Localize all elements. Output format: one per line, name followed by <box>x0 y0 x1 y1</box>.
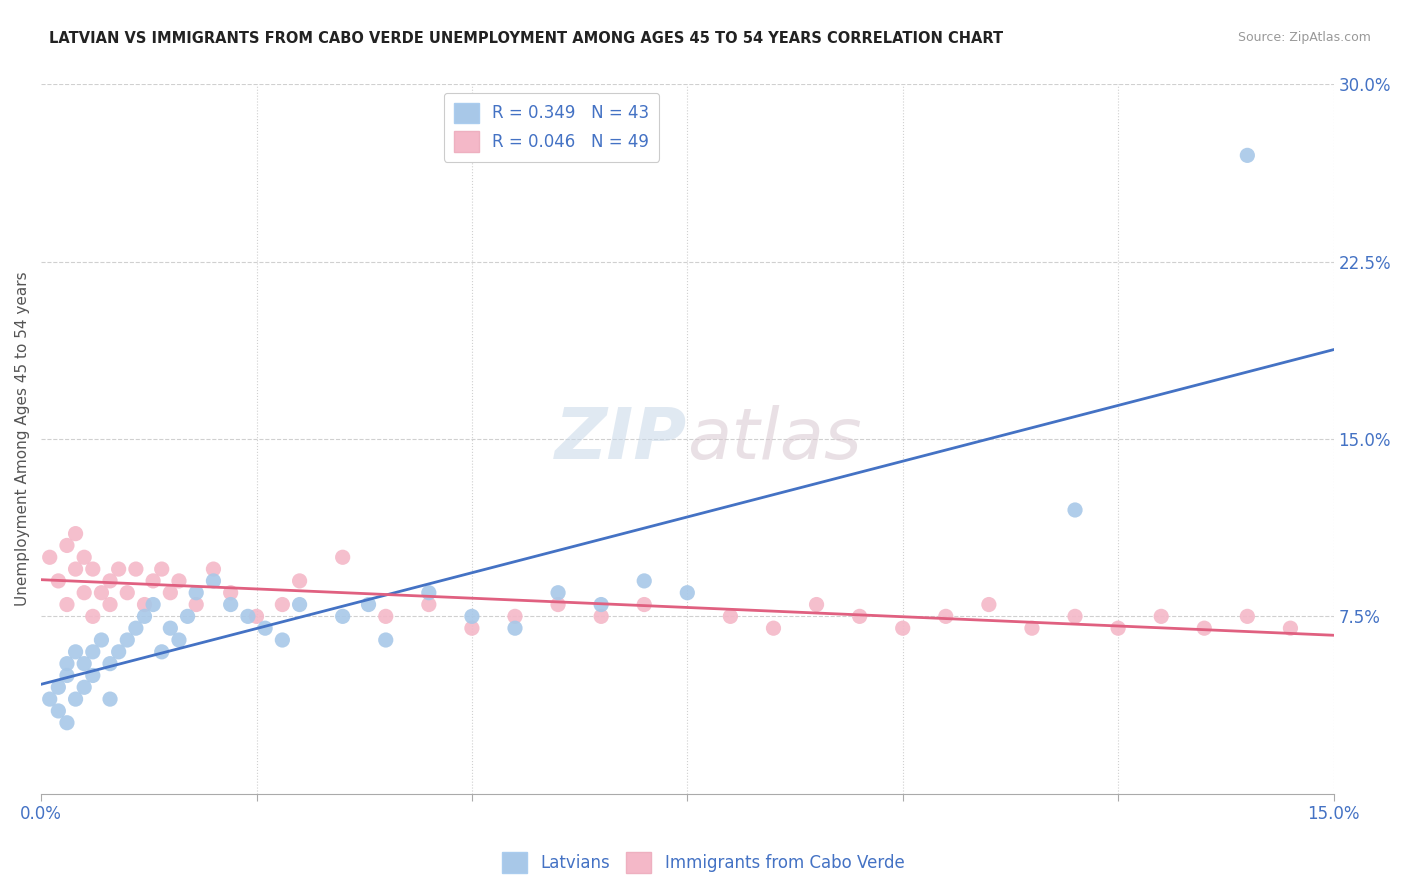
Point <box>150 645 173 659</box>
Point <box>98 692 121 706</box>
Point <box>107 645 129 659</box>
Point <box>1236 148 1258 162</box>
Point <box>125 621 148 635</box>
Text: atlas: atlas <box>688 405 862 474</box>
Point <box>46 574 69 588</box>
Point <box>186 585 208 599</box>
Point <box>806 598 828 612</box>
Point <box>219 585 242 599</box>
Text: ZIP: ZIP <box>555 405 688 474</box>
Point <box>56 538 79 552</box>
Point <box>332 609 354 624</box>
Point <box>219 598 242 612</box>
Point <box>977 598 1000 612</box>
Point <box>38 550 60 565</box>
Point <box>1194 621 1216 635</box>
Point <box>46 681 69 695</box>
Text: Source: ZipAtlas.com: Source: ZipAtlas.com <box>1237 31 1371 45</box>
Point <box>117 632 139 647</box>
Text: LATVIAN VS IMMIGRANTS FROM CABO VERDE UNEMPLOYMENT AMONG AGES 45 TO 54 YEARS COR: LATVIAN VS IMMIGRANTS FROM CABO VERDE UN… <box>49 31 1004 46</box>
Point <box>461 621 484 635</box>
Point <box>332 550 354 565</box>
Point <box>82 562 104 576</box>
Point <box>134 609 156 624</box>
Point <box>117 585 139 599</box>
Point <box>176 609 198 624</box>
Point <box>633 574 655 588</box>
Point <box>56 598 79 612</box>
Point <box>90 585 112 599</box>
Point <box>357 598 380 612</box>
Point <box>56 657 79 671</box>
Point <box>98 598 121 612</box>
Point <box>633 598 655 612</box>
Point <box>202 562 225 576</box>
Point <box>73 657 96 671</box>
Point <box>762 621 785 635</box>
Point <box>38 692 60 706</box>
Point <box>202 574 225 588</box>
Point <box>56 668 79 682</box>
Point <box>142 598 165 612</box>
Point <box>65 692 87 706</box>
Point <box>418 598 440 612</box>
Point <box>591 609 613 624</box>
Point <box>56 715 79 730</box>
Point <box>73 681 96 695</box>
Point <box>236 609 259 624</box>
Point <box>271 632 294 647</box>
Point <box>254 621 277 635</box>
Point <box>159 585 181 599</box>
Point <box>891 621 914 635</box>
Point <box>374 632 396 647</box>
Point <box>90 632 112 647</box>
Point <box>503 621 526 635</box>
Y-axis label: Unemployment Among Ages 45 to 54 years: Unemployment Among Ages 45 to 54 years <box>15 272 30 607</box>
Point <box>150 562 173 576</box>
Point <box>848 609 870 624</box>
Point <box>271 598 294 612</box>
Point <box>82 645 104 659</box>
Point <box>82 609 104 624</box>
Point <box>547 585 569 599</box>
Legend: Latvians, Immigrants from Cabo Verde: Latvians, Immigrants from Cabo Verde <box>495 846 911 880</box>
Point <box>288 574 311 588</box>
Point <box>107 562 129 576</box>
Point <box>98 574 121 588</box>
Point <box>591 598 613 612</box>
Point <box>1064 503 1087 517</box>
Point <box>547 598 569 612</box>
Point <box>1021 621 1043 635</box>
Point <box>167 632 190 647</box>
Point <box>461 609 484 624</box>
Point <box>159 621 181 635</box>
Point <box>65 645 87 659</box>
Point <box>288 598 311 612</box>
Point <box>374 609 396 624</box>
Point <box>503 609 526 624</box>
Point <box>186 598 208 612</box>
Point <box>1150 609 1173 624</box>
Point <box>65 562 87 576</box>
Point <box>82 668 104 682</box>
Point <box>65 526 87 541</box>
Point <box>676 585 699 599</box>
Point <box>935 609 957 624</box>
Point <box>167 574 190 588</box>
Point <box>245 609 267 624</box>
Point <box>418 585 440 599</box>
Point <box>125 562 148 576</box>
Point <box>1279 621 1302 635</box>
Point <box>73 585 96 599</box>
Point <box>1107 621 1129 635</box>
Point <box>1064 609 1087 624</box>
Legend: R = 0.349   N = 43, R = 0.046   N = 49: R = 0.349 N = 43, R = 0.046 N = 49 <box>444 93 659 161</box>
Point <box>46 704 69 718</box>
Point <box>98 657 121 671</box>
Point <box>73 550 96 565</box>
Point <box>134 598 156 612</box>
Point <box>718 609 741 624</box>
Point <box>1236 609 1258 624</box>
Point <box>142 574 165 588</box>
